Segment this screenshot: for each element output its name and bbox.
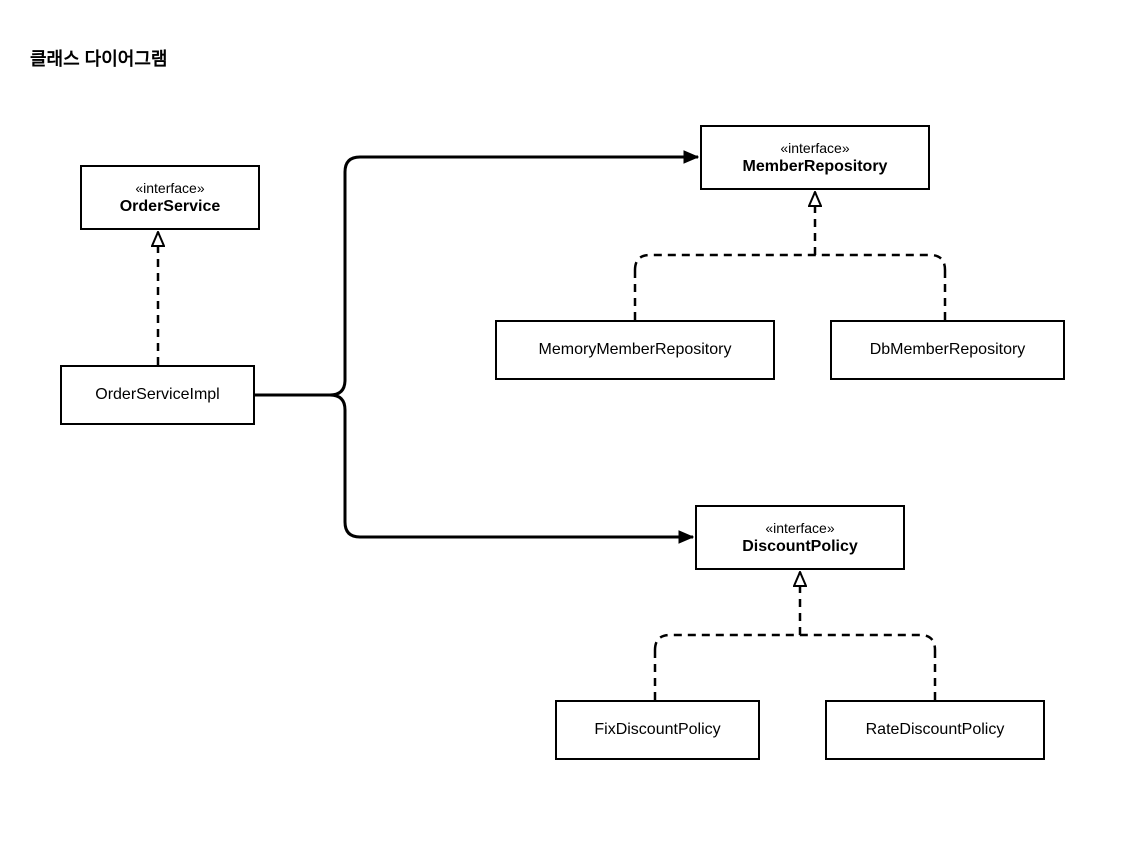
- node-memberrepository: «interface» MemberRepository: [700, 125, 930, 190]
- class-name: DiscountPolicy: [742, 538, 858, 556]
- node-discountpolicy: «interface» DiscountPolicy: [695, 505, 905, 570]
- stereotype-label: «interface»: [135, 180, 204, 196]
- node-dbmemberrepository: DbMemberRepository: [830, 320, 1065, 380]
- class-name: OrderServiceImpl: [95, 386, 219, 404]
- node-orderserviceimpl: OrderServiceImpl: [60, 365, 255, 425]
- stereotype-label: «interface»: [780, 140, 849, 156]
- node-fixdiscountpolicy: FixDiscountPolicy: [555, 700, 760, 760]
- node-orderservice: «interface» OrderService: [80, 165, 260, 230]
- class-name: OrderService: [120, 198, 221, 216]
- class-name: MemoryMemberRepository: [539, 341, 732, 359]
- class-name: MemberRepository: [743, 158, 888, 176]
- edge-memberrepo-bar: [635, 255, 945, 270]
- edge-orderserviceimpl-discountpolicy: [255, 395, 693, 537]
- edge-discountpolicy-bar: [655, 635, 935, 650]
- node-ratediscountpolicy: RateDiscountPolicy: [825, 700, 1045, 760]
- class-name: FixDiscountPolicy: [594, 721, 720, 739]
- diagram-title: 클래스 다이어그램: [30, 45, 167, 71]
- node-memorymemberrepository: MemoryMemberRepository: [495, 320, 775, 380]
- class-name: RateDiscountPolicy: [866, 721, 1005, 739]
- class-name: DbMemberRepository: [870, 341, 1026, 359]
- stereotype-label: «interface»: [765, 520, 834, 536]
